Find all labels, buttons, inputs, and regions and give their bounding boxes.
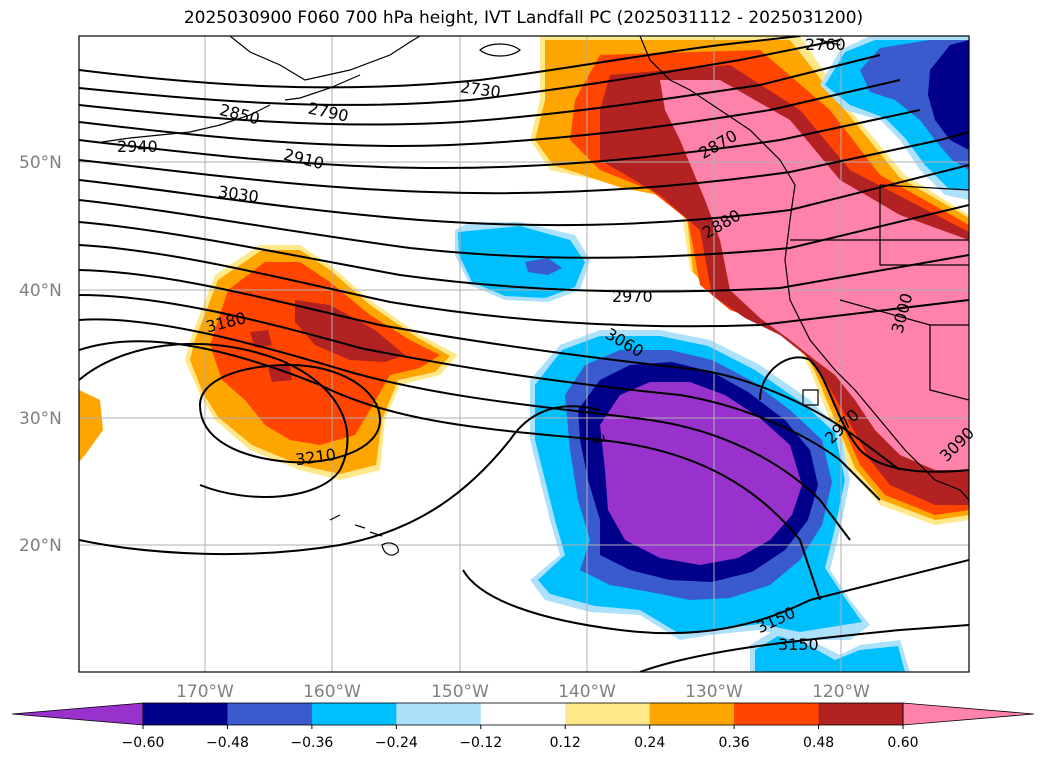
- neg-036-gulf: [525, 258, 562, 275]
- pos-048-central-b: [250, 330, 272, 348]
- map-frame: [78, 35, 970, 673]
- colorbar-segment: [143, 703, 228, 725]
- lat-label: 50°N: [19, 153, 62, 173]
- neg-048-ne: [928, 40, 969, 150]
- colorbar-segment: [734, 703, 820, 725]
- neg-060-main: [600, 382, 802, 565]
- colorbar-segment: [818, 703, 904, 725]
- colorbar-segment: [396, 703, 482, 725]
- lon-label: 140°W: [558, 682, 616, 702]
- colorbar-segment: [227, 703, 313, 725]
- graticule: [79, 36, 969, 672]
- map-title: 2025030900 F060 700 hPa height, IVT Land…: [183, 8, 864, 28]
- colorbar-tick-label: −0.24: [375, 735, 418, 751]
- colorbar-segment: [480, 703, 566, 725]
- colorbar-segment: [649, 703, 735, 725]
- lat-label: 40°N: [19, 281, 62, 301]
- pos-036-central: [210, 262, 440, 445]
- lon-label: 160°W: [303, 682, 361, 702]
- lon-label: 120°W: [812, 682, 870, 702]
- colorbar-tick-label: 0.48: [803, 735, 834, 751]
- lon-label: 150°W: [431, 682, 489, 702]
- neg-024-lower: [755, 636, 905, 672]
- colorbar-tick-label: 0.12: [550, 735, 581, 751]
- pos-060-north: [660, 80, 969, 470]
- colorbar-segment: [565, 703, 651, 725]
- colorbar: −0.60 −0.48 −0.36 −0.24 −0.12 0.12 0.24 0.36 0.4…: [11, 702, 1035, 751]
- lat-label: 20°N: [19, 536, 62, 556]
- colorbar-tick-label: −0.36: [290, 735, 333, 751]
- pos-048-central-c: [268, 365, 292, 382]
- contour-label: 3150: [778, 635, 819, 654]
- height-contours: [79, 36, 969, 672]
- lon-label: 170°W: [176, 682, 234, 702]
- colorbar-extend-high: [902, 702, 1035, 726]
- colorbar-tick-label: −0.48: [206, 735, 249, 751]
- colorbar-tick-label: 0.60: [887, 735, 918, 751]
- colorbar-tick-label: −0.12: [459, 735, 502, 751]
- neg-024-gulf: [458, 226, 585, 298]
- pos-048-central: [295, 300, 405, 362]
- colorbar-outline: [142, 702, 904, 726]
- colorbar-tick-label: 0.24: [634, 735, 665, 751]
- pos-024-leftedge: [79, 390, 103, 462]
- ivt-shading: [79, 36, 969, 672]
- contour-label: 2760: [805, 35, 846, 54]
- latitude-labels: 50°N 40°N 30°N 20°N: [19, 153, 62, 556]
- longitude-labels: 170°W 160°W 150°W 140°W 130°W 120°W: [176, 682, 870, 702]
- contour-label: 3: [588, 432, 608, 445]
- colorbar-tick-label: −0.60: [122, 735, 165, 751]
- contour-label: 2940: [117, 137, 158, 156]
- coastlines: [101, 36, 969, 556]
- colorbar-segment: [311, 703, 397, 725]
- lat-label: 30°N: [19, 409, 62, 429]
- colorbar-tick-label: 0.36: [719, 735, 750, 751]
- colorbar-extend-low: [11, 702, 144, 726]
- lon-label: 130°W: [685, 682, 743, 702]
- contour-label: 2970: [612, 287, 653, 306]
